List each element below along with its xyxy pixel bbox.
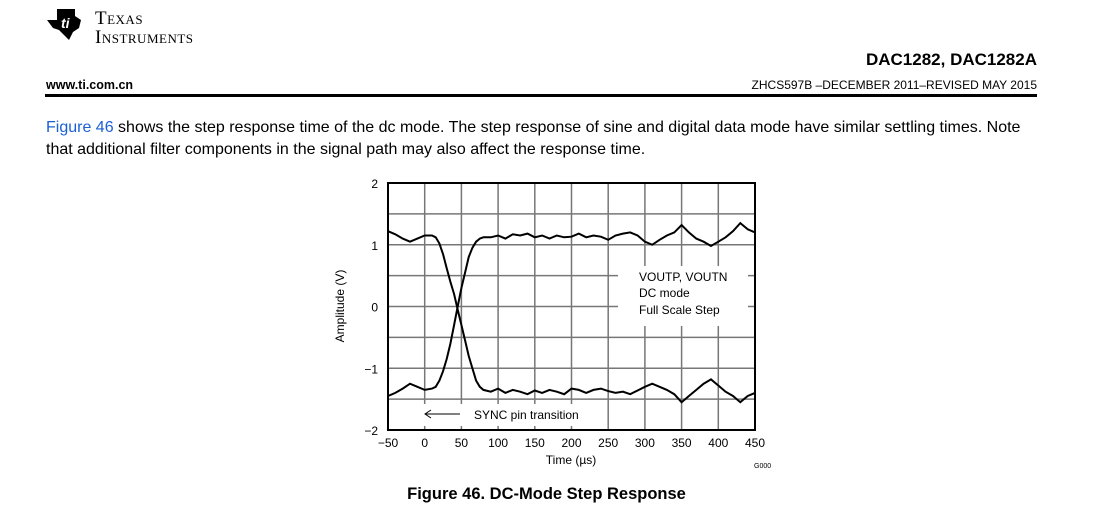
x-tick-label: 250 xyxy=(598,436,618,450)
texas-state-logo-icon: ti xyxy=(47,9,81,40)
figure-caption: Figure 46. DC-Mode Step Response xyxy=(407,485,686,503)
y-tick-label: 2 xyxy=(371,177,378,191)
figure-46-link[interactable]: Figure 46 xyxy=(46,119,114,136)
header-rule xyxy=(45,94,1037,97)
series-line-voutp xyxy=(387,230,756,404)
legend-line-3: Full Scale Step xyxy=(639,303,720,317)
x-tick-label: 300 xyxy=(635,436,655,450)
x-tick-label: 50 xyxy=(455,436,469,450)
y-axis-label: Amplitude (V) xyxy=(333,270,347,343)
x-tick-label: 400 xyxy=(708,436,728,450)
x-tick-label: 450 xyxy=(745,436,765,450)
x-tick-label: 0 xyxy=(421,436,428,450)
y-tick-label: 0 xyxy=(371,301,378,315)
legend-background xyxy=(618,266,748,326)
x-axis-label: Time (µs) xyxy=(546,453,596,467)
paragraph-text: shows the step response time of the dc m… xyxy=(46,119,1021,158)
x-tick-label: 200 xyxy=(561,436,581,450)
x-tick-label: −50 xyxy=(378,436,399,450)
legend-line-1: VOUTP, VOUTN xyxy=(639,270,727,284)
svg-text:ti: ti xyxy=(61,15,71,31)
legend-line-2: DC mode xyxy=(639,286,690,300)
y-tick-label: 1 xyxy=(371,239,378,253)
document-title: DAC1282, DAC1282A xyxy=(865,50,1037,69)
ti-logo: ti Texas Instruments xyxy=(45,6,194,47)
x-tick-label: 350 xyxy=(672,436,692,450)
y-tick-label: −1 xyxy=(364,362,378,376)
plot-frame xyxy=(387,182,756,431)
annotation-text: SYNC pin transition xyxy=(474,408,579,422)
annotation-background xyxy=(420,404,600,426)
x-tick-label: 100 xyxy=(488,436,508,450)
logo-text-line1: Texas xyxy=(95,8,144,29)
step-response-chart: −50 0 50 100 150 200 250 300 350 400 450 2 1 0 −1 −2 A… xyxy=(333,177,771,470)
series-line-voutn xyxy=(387,221,756,397)
x-tick-label: 150 xyxy=(525,436,545,450)
document-number: ZHCS597B –DECEMBER 2011–REVISED MAY 2015 xyxy=(751,78,1037,92)
arrow-head-icon xyxy=(424,409,432,419)
y-tick-label: −2 xyxy=(364,424,378,438)
figure-code: G000 xyxy=(754,463,771,470)
website-link[interactable]: www.ti.com.cn xyxy=(46,78,134,92)
body-paragraph: Figure 46 shows the step response time o… xyxy=(46,117,1046,161)
logo-text-line2: Instruments xyxy=(95,27,194,48)
